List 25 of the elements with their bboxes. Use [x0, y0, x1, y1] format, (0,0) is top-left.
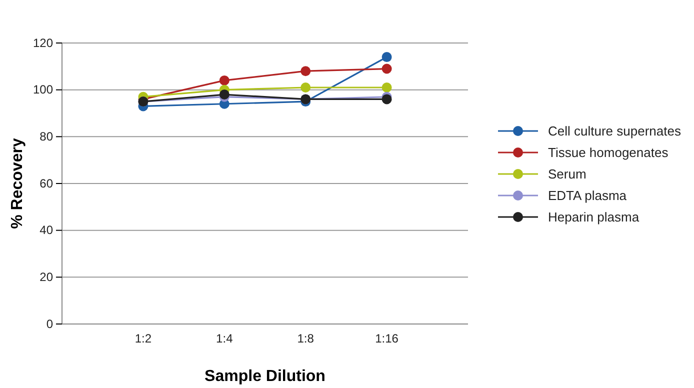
legend-label: Cell culture supernates — [548, 124, 682, 138]
y-tick-label: 0 — [46, 316, 54, 331]
y-tick-label: 80 — [40, 130, 54, 144]
point — [382, 52, 392, 62]
legend-label: Tissue homogenates — [548, 145, 669, 160]
y-tick-label: 100 — [32, 82, 54, 97]
y-axis-title: % Recovery — [9, 138, 26, 229]
x-tick-label: 1:8 — [297, 332, 314, 346]
x-tick-label: 1:2 — [134, 332, 152, 346]
y-tick-label: 120 — [32, 36, 54, 50]
legend-label: EDTA plasma — [548, 188, 628, 203]
point — [219, 75, 230, 86]
legend-label: Heparin plasma — [548, 210, 640, 224]
point — [382, 94, 392, 104]
point — [300, 82, 311, 92]
legend-label: Serum — [548, 166, 586, 182]
y-tick-label: 40 — [40, 223, 54, 238]
point — [300, 66, 311, 76]
x-tick-label: 1:4 — [216, 332, 234, 346]
y-tick-label: 60 — [40, 176, 54, 190]
point — [382, 64, 392, 74]
point — [382, 82, 392, 92]
y-tick-label: 20 — [40, 270, 54, 284]
x-axis-title: Sample Dilution — [204, 368, 326, 385]
x-tick-label: 1:16 — [375, 332, 399, 346]
